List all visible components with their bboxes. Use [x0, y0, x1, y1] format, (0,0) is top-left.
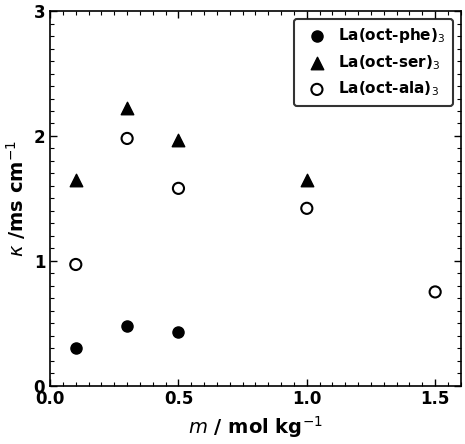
La(oct-phe)$_3$	[72, 345, 80, 352]
La(oct-ala)$_3$	[303, 205, 311, 212]
La(oct-ala)$_3$	[432, 288, 439, 295]
La(oct-ser)$_3$	[123, 105, 131, 112]
La(oct-ser)$_3$	[72, 176, 80, 183]
La(oct-ser)$_3$	[175, 136, 182, 143]
Legend: La(oct-phe)$_3$, La(oct-ser)$_3$, La(oct-ala)$_3$: La(oct-phe)$_3$, La(oct-ser)$_3$, La(oct…	[294, 19, 453, 106]
La(oct-ser)$_3$	[303, 176, 311, 183]
La(oct-ala)$_3$	[72, 261, 80, 268]
La(oct-ala)$_3$	[123, 135, 131, 142]
La(oct-phe)$_3$	[175, 328, 182, 335]
X-axis label: $m$ / mol kg$^{-1}$: $m$ / mol kg$^{-1}$	[188, 414, 323, 440]
La(oct-phe)$_3$	[123, 322, 131, 329]
Y-axis label: $\kappa$ /ms cm$^{-1}$: $\kappa$ /ms cm$^{-1}$	[4, 140, 28, 257]
La(oct-ala)$_3$	[175, 185, 182, 192]
